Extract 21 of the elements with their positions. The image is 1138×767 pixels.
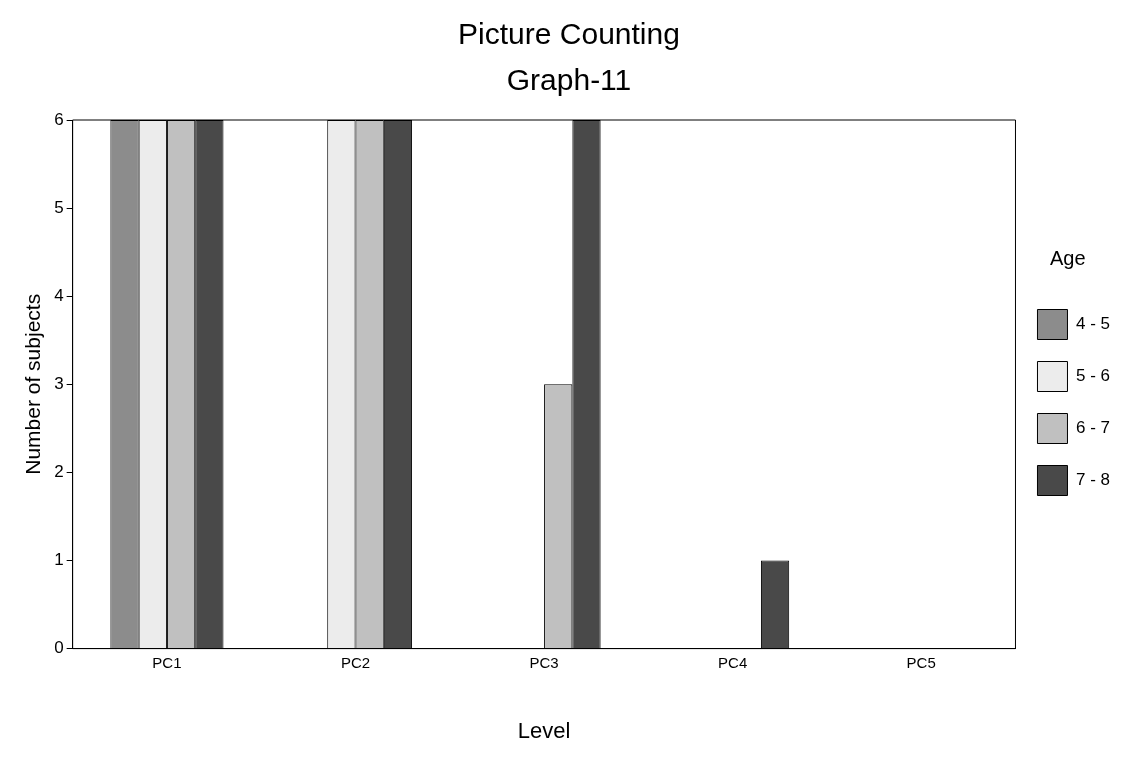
y-tick-label: 6 [54, 109, 64, 129]
chart-subtitle: Graph-11 [506, 63, 632, 97]
y-tick-label: 3 [54, 373, 64, 393]
legend-label: 7 - 8 [1075, 470, 1111, 490]
legend-title: Age [1049, 247, 1086, 270]
y-tick-label: 1 [54, 550, 64, 570]
x-tick-label: PC2 [340, 653, 371, 671]
x-tick-label: PC5 [906, 653, 936, 671]
y-tick-label: 0 [54, 638, 64, 658]
x-tick-label: PC3 [529, 653, 559, 671]
y-axis-title: Number of subjects [21, 293, 45, 475]
y-tick-label: 2 [54, 462, 64, 482]
x-tick-label: PC1 [152, 653, 182, 671]
legend-label: 4 - 5 [1075, 314, 1111, 334]
legend-label: 6 - 7 [1075, 418, 1111, 438]
y-tick-label: 4 [54, 285, 64, 305]
x-tick-label: PC4 [718, 653, 748, 671]
x-axis-title: Level [517, 717, 571, 743]
legend-label: 5 - 6 [1075, 366, 1111, 386]
chart-title: Picture Counting [458, 17, 680, 51]
y-tick-label: 5 [54, 197, 64, 217]
